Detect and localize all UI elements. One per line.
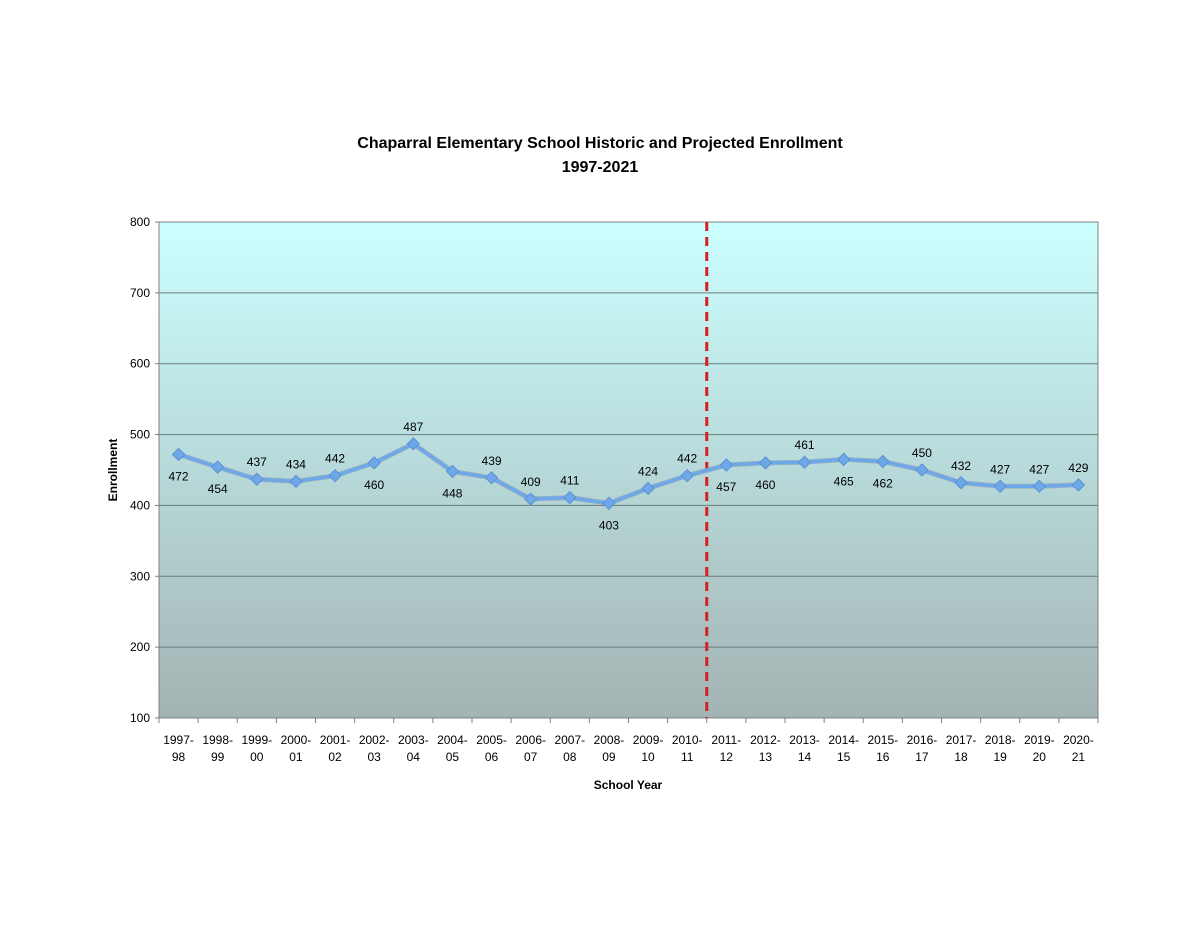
data-point [954,476,968,490]
x-tick-label: 1999-00 [241,733,272,764]
y-axis-label: Enrollment [106,439,120,502]
data-point [836,452,851,467]
x-tick-label: 2008-09 [594,733,625,764]
data-point [367,456,381,470]
x-axis-label: School Year [594,778,663,792]
x-tick-label: 2001-02 [320,733,351,764]
data-point [210,460,225,474]
data-label: 472 [169,469,189,483]
data-point [797,455,812,469]
data-point [876,454,890,469]
data-label: 442 [677,452,697,466]
data-label: 450 [912,446,932,460]
data-point [719,458,734,472]
data-label: 403 [599,518,619,532]
data-point [1071,478,1086,492]
x-tick-label: 1998-99 [202,733,233,764]
data-label: 424 [638,464,658,478]
y-tick-label: 200 [130,640,150,654]
series-group [171,437,1086,511]
data-point [758,456,773,470]
x-tick-label: 2004-05 [437,733,468,764]
data-label: 427 [1029,462,1049,476]
x-tick-label: 2015-16 [867,733,898,764]
data-label: 427 [990,462,1010,476]
x-tick-label: 2011-12 [711,733,741,764]
x-tick-label: 2018-19 [985,733,1016,764]
data-point [328,468,342,483]
data-label: 439 [482,454,502,468]
chart-title: Chaparral Elementary School Historic and… [357,135,843,152]
data-point [289,474,303,489]
x-tick-label: 2013-14 [789,733,820,764]
x-tick-label: 2020-21 [1063,733,1094,764]
y-tick-label: 100 [130,711,150,725]
data-label: 442 [325,452,345,466]
data-point [602,496,616,511]
data-point [484,471,499,485]
data-point [406,437,421,451]
x-tick-label: 2000-01 [281,733,312,764]
data-label: 487 [403,420,423,434]
data-point [523,492,538,506]
x-tick-label: 1997-98 [163,733,194,764]
data-point [915,463,929,477]
data-label: 448 [442,486,462,500]
x-tick-label: 2009-10 [633,733,664,764]
y-tick-label: 300 [130,569,150,583]
y-tick-label: 600 [130,357,150,371]
x-tick-labels: 1997-98 1998-99 1999-00 2000-01 2001-02 2002-… [158,718,1099,764]
y-tick-label: 700 [130,286,150,300]
series-line [178,442,1079,506]
data-label: 437 [247,455,267,469]
data-label: 462 [873,476,893,490]
data-point [1032,479,1047,494]
x-tick-label: 2010-11 [672,733,703,764]
x-tick-label: 2002-03 [359,733,390,764]
x-tick-label: 2007-08 [554,733,585,764]
x-tick-label: 2014-15 [828,733,859,764]
x-tick-label: 2003-04 [398,733,429,764]
x-tick-label: 2019-20 [1024,733,1055,764]
data-label: 461 [795,438,815,452]
x-tick-label: 2012-13 [750,733,781,764]
x-tick-label: 2005-06 [476,733,507,764]
data-point [563,490,577,505]
data-point [171,447,186,462]
data-label: 409 [521,475,541,489]
y-tick-label: 400 [130,498,150,512]
data-point [641,481,655,496]
y-tick-label: 500 [130,428,150,442]
data-label: 434 [286,457,306,471]
data-label: 429 [1068,461,1088,475]
data-point [680,468,694,483]
x-tick-label: 2017-18 [946,733,977,764]
x-tick-label: 2016-17 [907,733,938,764]
y-tick-labels: 100 200 300 400 500 600 700 800 [130,215,159,725]
data-point [445,464,460,479]
data-label: 432 [951,459,971,473]
data-label: 454 [208,482,228,496]
data-labels-group: 472 454 437 434 442 460 487 448 439 409 411 403 424 4… [169,420,1089,533]
data-label: 457 [716,480,736,494]
x-tick-label: 2006-07 [515,733,546,764]
y-tick-label: 800 [130,215,150,229]
chart-subtitle: 1997-2021 [561,159,639,176]
data-label: 411 [560,474,579,488]
data-point [250,472,264,486]
data-label: 460 [364,478,384,492]
data-point [993,479,1007,494]
data-label: 460 [755,478,775,492]
data-label: 465 [834,474,854,488]
plot-area [159,222,1098,718]
